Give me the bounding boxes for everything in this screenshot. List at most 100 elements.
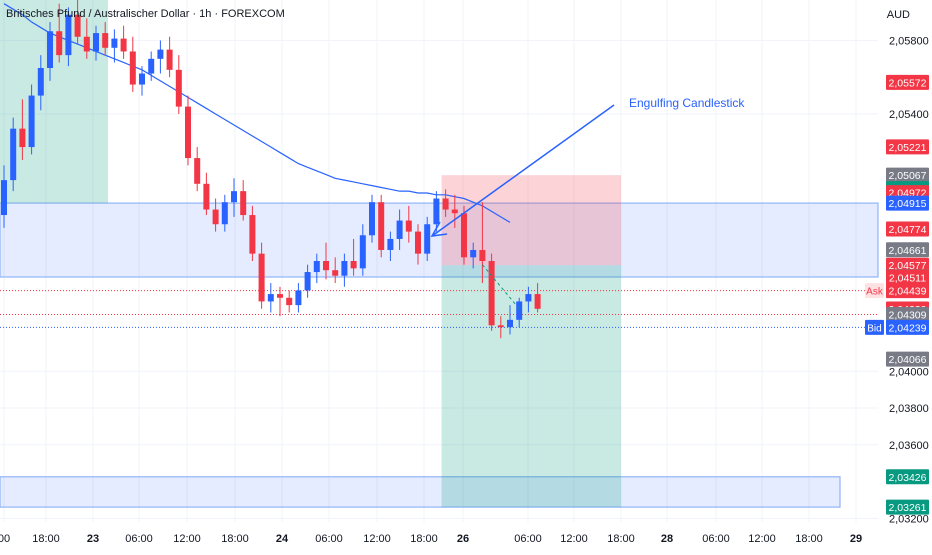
candle-body xyxy=(65,14,72,56)
time-axis: 00 18:00 23 06:00 12:00 18:00 24 06:00 12:00 18:0… xyxy=(0,533,862,545)
candle xyxy=(1,165,7,228)
candle-body xyxy=(442,198,449,210)
candle-body xyxy=(277,294,283,298)
candle xyxy=(249,205,256,261)
x-tick-label: 23 xyxy=(87,533,99,545)
candle xyxy=(10,117,17,192)
candle xyxy=(93,25,99,61)
candle-body xyxy=(56,31,63,56)
candle xyxy=(221,194,228,232)
candle-body xyxy=(470,249,477,258)
candle xyxy=(83,18,90,59)
price-label-bg xyxy=(886,139,929,155)
candle xyxy=(295,283,302,313)
x-tick-label: 06:00 xyxy=(315,533,343,545)
candle-body xyxy=(194,158,201,184)
x-tick-label: 18:00 xyxy=(795,533,823,545)
candle-body xyxy=(323,261,329,271)
price-label-bg xyxy=(886,499,929,515)
candle-body xyxy=(488,261,495,326)
candle-body xyxy=(93,33,99,52)
candle-body xyxy=(479,249,486,261)
candle-body xyxy=(387,238,394,250)
candle xyxy=(166,36,173,78)
x-tick-label: 18:00 xyxy=(32,533,60,545)
candle xyxy=(231,178,237,217)
candle-body xyxy=(341,261,348,276)
y-tick-label: 2,05800 xyxy=(889,35,929,47)
candle xyxy=(240,180,247,221)
candle xyxy=(203,172,210,216)
candle xyxy=(157,40,164,74)
candle-body xyxy=(267,294,274,302)
price-label-text: 2,04577 xyxy=(889,260,927,272)
y-tick-label: 2,03800 xyxy=(889,403,929,415)
candle xyxy=(267,283,274,313)
candle xyxy=(212,198,219,232)
candle-body xyxy=(313,261,320,273)
zone-green xyxy=(441,265,621,508)
x-tick-label: 06:00 xyxy=(514,533,542,545)
price-label-text: 2,04511 xyxy=(889,272,926,284)
candle xyxy=(194,147,201,192)
candle-body xyxy=(111,38,118,48)
candle-body xyxy=(461,213,467,258)
candle-body xyxy=(497,325,504,328)
candle xyxy=(102,22,109,56)
candle-body xyxy=(433,198,440,225)
candle xyxy=(488,253,495,331)
candle-body xyxy=(185,106,191,159)
candle-body xyxy=(175,69,182,107)
candle-body xyxy=(74,14,81,37)
candle-body xyxy=(424,224,431,254)
candle xyxy=(28,84,35,155)
candle-body xyxy=(405,220,412,232)
candle xyxy=(19,99,26,160)
candle-body xyxy=(525,294,532,302)
x-tick-label: 28 xyxy=(661,533,673,545)
candle xyxy=(74,0,81,45)
candle xyxy=(451,194,458,228)
candle xyxy=(378,194,385,258)
bid-tag: Bid xyxy=(867,323,881,334)
price-label-text: 2,05067 xyxy=(889,170,927,182)
candle-body xyxy=(378,202,385,250)
price-label-text: 2,03426 xyxy=(889,472,927,484)
candle-body xyxy=(139,73,145,85)
candle-body xyxy=(203,183,210,210)
candle xyxy=(525,286,532,313)
x-tick-label: 12:00 xyxy=(173,533,201,545)
candle xyxy=(461,205,467,265)
y-tick-label: 2,04000 xyxy=(889,366,929,378)
candle xyxy=(120,25,127,59)
candle-body xyxy=(10,128,17,181)
candle xyxy=(341,253,348,287)
x-tick-label: 12:00 xyxy=(560,533,588,545)
candle xyxy=(258,242,265,309)
candle xyxy=(507,305,513,335)
candle xyxy=(415,224,421,265)
candle-body xyxy=(240,191,247,216)
zone-red xyxy=(441,175,621,266)
zone-green-left xyxy=(0,0,108,204)
candle-body xyxy=(129,51,136,85)
price-label-bg xyxy=(886,469,929,485)
y-tick-label: 2,03600 xyxy=(889,440,929,452)
candle-body xyxy=(415,231,421,254)
candle-body xyxy=(332,270,339,276)
price-label-text: 2,04066 xyxy=(889,354,927,366)
x-tick-label: 06:00 xyxy=(702,533,730,545)
x-tick-label: 00 xyxy=(0,533,10,545)
candle xyxy=(277,286,283,317)
price-label-text: 2,03261 xyxy=(889,502,927,514)
candle xyxy=(111,29,118,63)
candle-body xyxy=(157,49,164,59)
price-label-bg xyxy=(886,167,929,183)
candles xyxy=(1,0,541,339)
ask-tag: Ask xyxy=(866,287,884,298)
price-label-text: 2,04439 xyxy=(889,286,927,298)
candle xyxy=(433,191,440,232)
x-tick-label: 24 xyxy=(276,533,289,545)
